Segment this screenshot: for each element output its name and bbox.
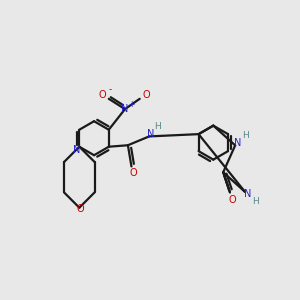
Text: O: O: [76, 204, 84, 214]
Text: +: +: [128, 100, 135, 109]
Text: O: O: [129, 168, 137, 178]
Text: N: N: [73, 145, 81, 155]
Text: O: O: [229, 195, 236, 205]
Text: N: N: [234, 138, 242, 148]
Text: O: O: [98, 90, 106, 100]
Text: H: H: [252, 197, 259, 206]
Text: N: N: [121, 104, 129, 114]
Text: N: N: [147, 129, 154, 139]
Text: H: H: [242, 131, 249, 140]
Text: N: N: [244, 189, 252, 199]
Text: O: O: [142, 90, 150, 100]
Text: -: -: [109, 85, 112, 94]
Text: H: H: [154, 122, 161, 130]
